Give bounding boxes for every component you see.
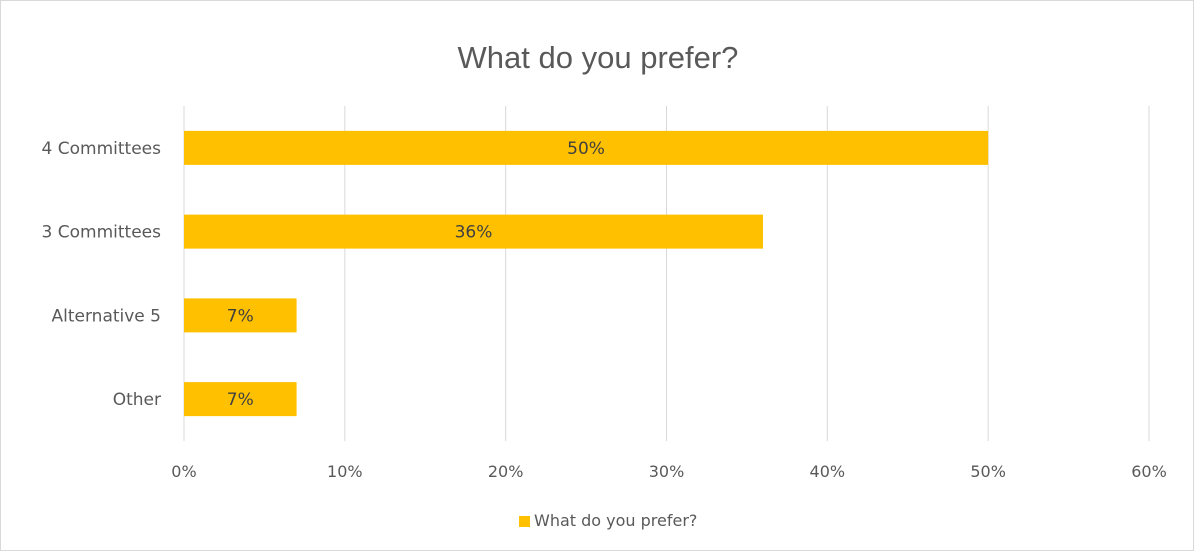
bar — [184, 214, 763, 249]
x-axis-tick-labels: 0% 10% 20% 30% 40% 50% 60% — [171, 462, 1166, 481]
x-tick-label: 0% — [171, 462, 196, 481]
category-label: Alternative 5 — [52, 306, 162, 326]
legend-label: What do you prefer? — [534, 511, 697, 530]
category-labels: 4 Committees 3 Committees Alternative 5 Oth… — [42, 139, 162, 410]
x-tick-label: 50% — [970, 462, 1006, 481]
x-tick-label: 10% — [327, 462, 363, 481]
category-label: Other — [113, 390, 161, 410]
x-tick-label: 30% — [649, 462, 685, 481]
bars: 50% 36% 7% 7% — [184, 130, 989, 417]
bar — [184, 382, 297, 417]
category-label: 3 Committees — [42, 223, 162, 243]
bar — [184, 298, 297, 333]
bar — [184, 130, 989, 165]
legend: What do you prefer? — [519, 511, 697, 530]
data-label: 7% — [227, 390, 254, 410]
data-label: 36% — [455, 223, 493, 243]
category-label: 4 Committees — [42, 139, 162, 159]
x-tick-label: 60% — [1131, 462, 1167, 481]
legend-swatch — [519, 516, 530, 527]
chart-title: What do you prefer? — [458, 40, 739, 75]
data-label: 50% — [567, 139, 605, 159]
data-label: 7% — [227, 306, 254, 326]
x-tick-label: 20% — [488, 462, 524, 481]
x-tick-label: 40% — [810, 462, 846, 481]
